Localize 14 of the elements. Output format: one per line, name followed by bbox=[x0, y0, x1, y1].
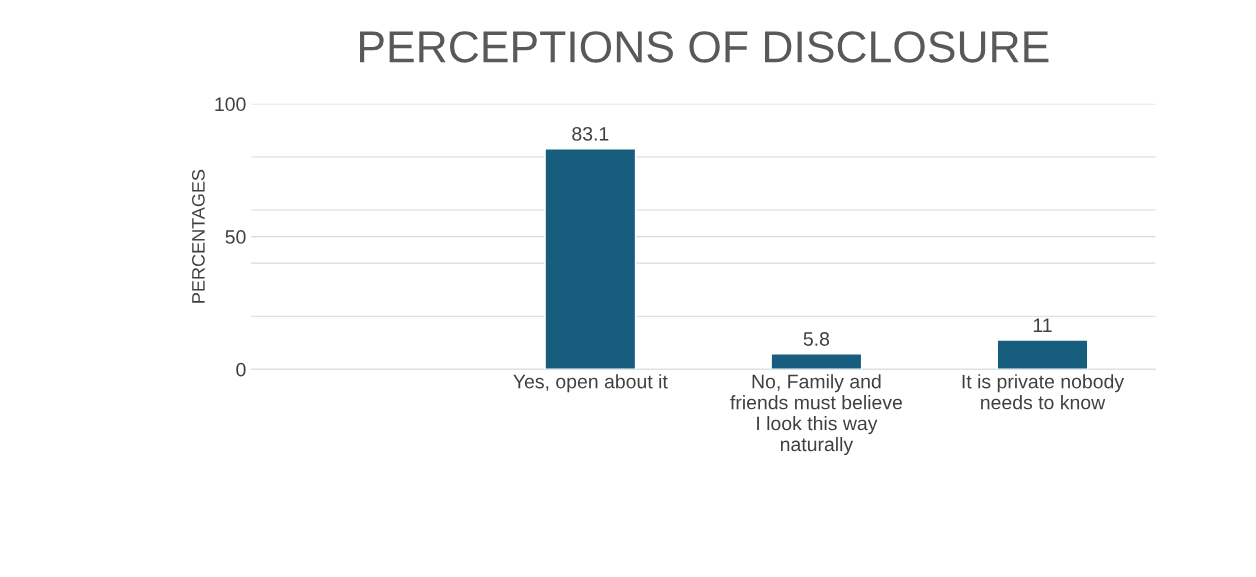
bar bbox=[996, 339, 1089, 370]
data-label: 5.8 bbox=[803, 332, 830, 346]
data-label: 11 bbox=[1033, 318, 1052, 332]
bar bbox=[770, 353, 863, 370]
x-tick-label: No, Family and friends must believe I look this way naturally bbox=[730, 374, 902, 456]
y-tick-label: 100 bbox=[215, 97, 246, 112]
bar bbox=[544, 148, 637, 370]
x-tick-label: It is private nobody needs to know bbox=[962, 374, 1125, 410]
chart-title: PERCEPTIONS OF DISCLOSURE bbox=[360, 31, 1049, 63]
y-axis-title: PERCENTAGES bbox=[191, 169, 205, 303]
y-tick-label: 0 bbox=[236, 362, 246, 377]
data-label: 83.1 bbox=[572, 126, 609, 141]
x-tick-label: Yes, open about it bbox=[513, 374, 668, 393]
y-tick-label: 50 bbox=[225, 230, 246, 244]
